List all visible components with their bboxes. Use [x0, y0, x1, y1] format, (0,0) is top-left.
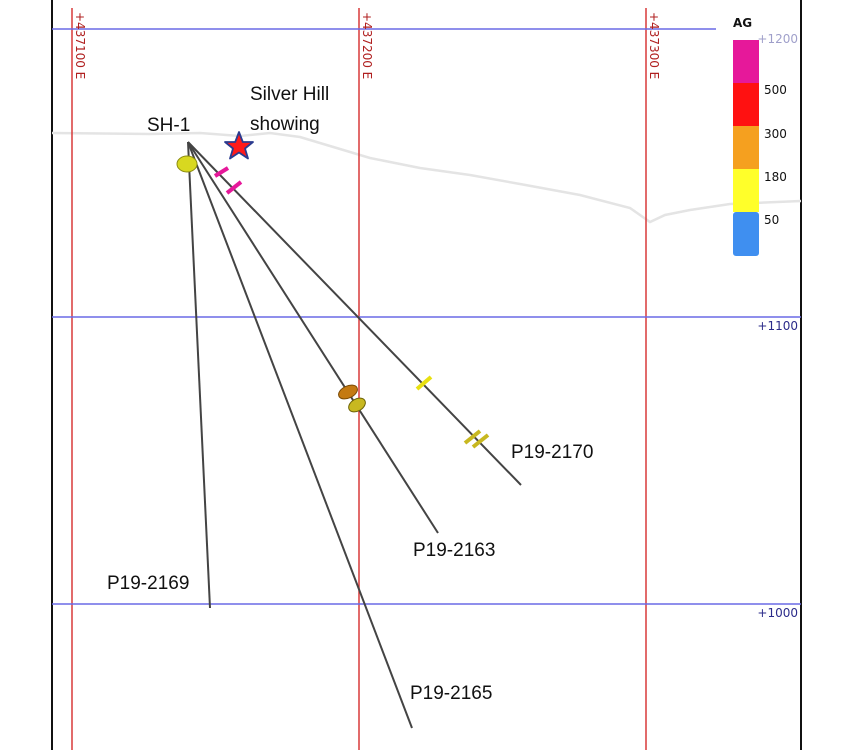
elevation-label-1100: +1100: [757, 319, 798, 333]
legend-title: AG: [733, 16, 752, 30]
assay-intercept-collar: [176, 155, 198, 173]
elevation-label-1200: +1200: [757, 32, 798, 46]
legend-colorbar: [733, 40, 759, 256]
legend-swatch-2: [733, 83, 759, 126]
drill-trace-p19-2163: [187, 141, 439, 534]
legend-label-300: 300: [764, 127, 787, 141]
legend-label-180: 180: [764, 170, 787, 184]
assay-intercept-pink-1: [213, 166, 230, 178]
assay-intercept-yellow-3: [463, 429, 482, 445]
drill-trace-p19-2170: [187, 141, 522, 486]
legend-swatch-4: [733, 169, 759, 212]
easting-label-437300: +437300 E: [647, 12, 661, 79]
collar-label: SH-1: [147, 115, 190, 136]
legend-label-50: 50: [764, 213, 779, 227]
hole-label-p19-2165: P19-2165: [410, 683, 492, 704]
assay-intercept-orange: [338, 384, 358, 400]
legend-swatch-1: [733, 40, 759, 83]
easting-label-437100: +437100 E: [73, 12, 87, 79]
legend-swatch-3: [733, 126, 759, 169]
legend: AG 500 300 180 50: [733, 16, 787, 256]
assay-intercept-yellow-4: [471, 433, 490, 449]
hole-label-p19-2163: P19-2163: [413, 540, 495, 561]
easting-label-437200: +437200 E: [360, 12, 374, 79]
hole-label-p19-2170: P19-2170: [511, 442, 593, 463]
drill-trace-p19-2169: [187, 141, 211, 609]
legend-label-500: 500: [764, 83, 787, 97]
drill-trace-p19-2165: [187, 141, 413, 729]
assay-intercept-yellow-1: [348, 397, 366, 413]
assay-intercept-pink-2: [225, 180, 243, 195]
hole-label-p19-2169: P19-2169: [107, 573, 189, 594]
legend-swatch-5: [733, 212, 759, 256]
showing-label-line1: Silver Hill: [250, 84, 329, 105]
elevation-label-1000: +1000: [757, 606, 798, 620]
showing-label-line2: showing: [250, 114, 320, 135]
star-icon: [224, 131, 254, 160]
topography-line: [51, 131, 802, 224]
assay-intercept-yellow-2: [415, 375, 433, 391]
